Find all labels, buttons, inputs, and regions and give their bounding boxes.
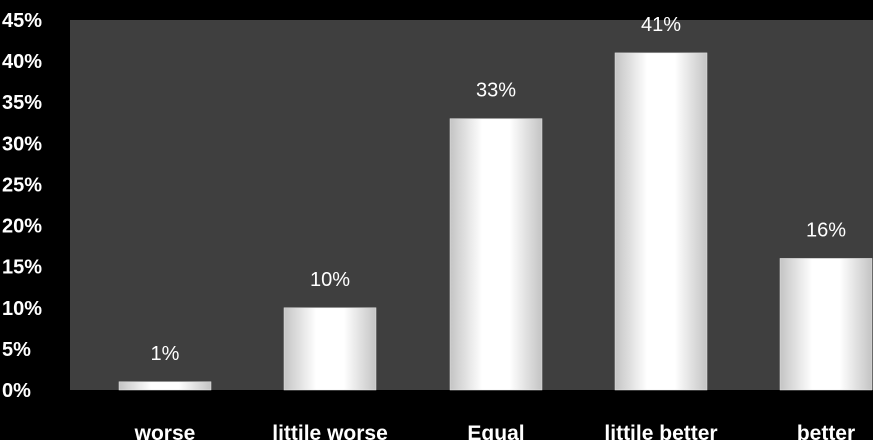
- bar-littile-better: [614, 52, 708, 391]
- y-tick-label: 30%: [2, 133, 42, 155]
- x-tick-label: littile better: [604, 422, 717, 440]
- data-label: 41%: [641, 14, 681, 36]
- y-tick-label: 5%: [2, 339, 31, 361]
- bar-better: [779, 258, 873, 391]
- data-label: 1%: [151, 343, 180, 365]
- x-tick-label: littile worse: [272, 422, 388, 440]
- x-tick-label: Equal: [467, 422, 524, 440]
- y-axis-tick-labels: 0% 5% 10% 15% 20% 25% 30% 35% 40% 45%: [2, 10, 42, 402]
- bar-worse: [118, 381, 212, 391]
- data-label: 10%: [310, 269, 350, 291]
- bar-equal: [449, 118, 543, 391]
- data-label: 33%: [476, 80, 516, 102]
- y-tick-label: 40%: [2, 51, 42, 73]
- bars-group: [118, 52, 873, 391]
- x-axis-tick-labels: worse littile worse Equal littile better bet…: [134, 422, 856, 440]
- y-tick-label: 0%: [2, 380, 31, 402]
- y-tick-label: 25%: [2, 174, 42, 196]
- x-tick-label: worse: [134, 422, 196, 440]
- y-tick-label: 15%: [2, 257, 42, 279]
- y-tick-label: 35%: [2, 92, 42, 114]
- data-label: 16%: [806, 219, 846, 241]
- y-tick-label: 10%: [2, 298, 42, 320]
- bar-littile-worse: [283, 307, 377, 391]
- y-tick-label: 45%: [2, 10, 42, 32]
- y-tick-label: 20%: [2, 216, 42, 238]
- data-labels-group: 1% 10% 33% 41% 16%: [151, 14, 847, 365]
- x-tick-label: better: [797, 422, 855, 440]
